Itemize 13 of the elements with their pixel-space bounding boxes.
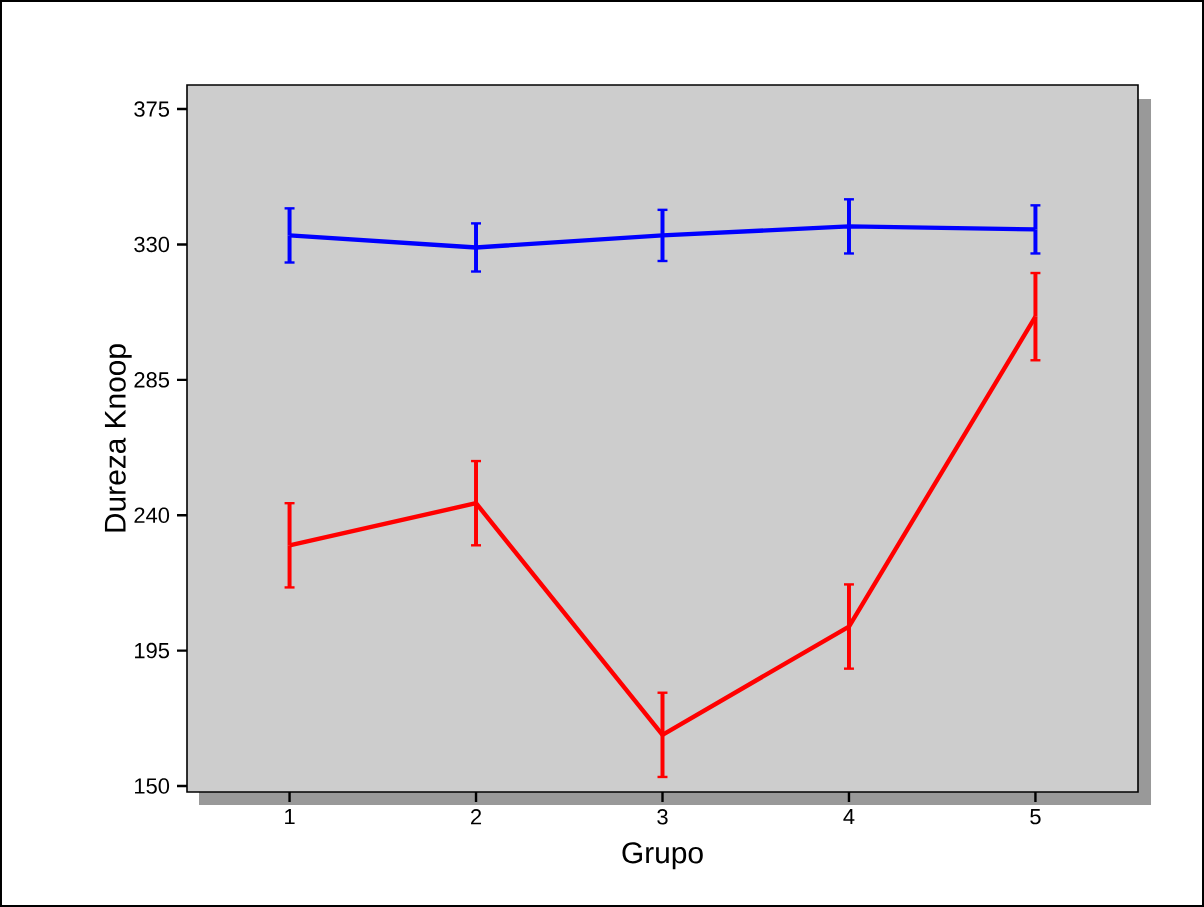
x-tick-label: 2: [471, 809, 482, 825]
y-tick-label: 150: [135, 778, 170, 794]
y-tick-label: 375: [134, 101, 170, 117]
x-axis-title: Grupo: [622, 842, 703, 870]
y-tick-label: 195: [135, 642, 170, 659]
y-tick-label: 240: [134, 507, 170, 523]
x-tick-label: 4: [843, 809, 855, 825]
x-tick-label: 3: [657, 809, 668, 825]
x-tick-label: 5: [1030, 809, 1041, 825]
y-tick-label: 285: [134, 372, 170, 388]
y-tick-label: 330: [134, 236, 170, 253]
x-tick-label: 1: [285, 809, 295, 825]
y-axis-title: Dureza Knoop: [104, 344, 132, 532]
